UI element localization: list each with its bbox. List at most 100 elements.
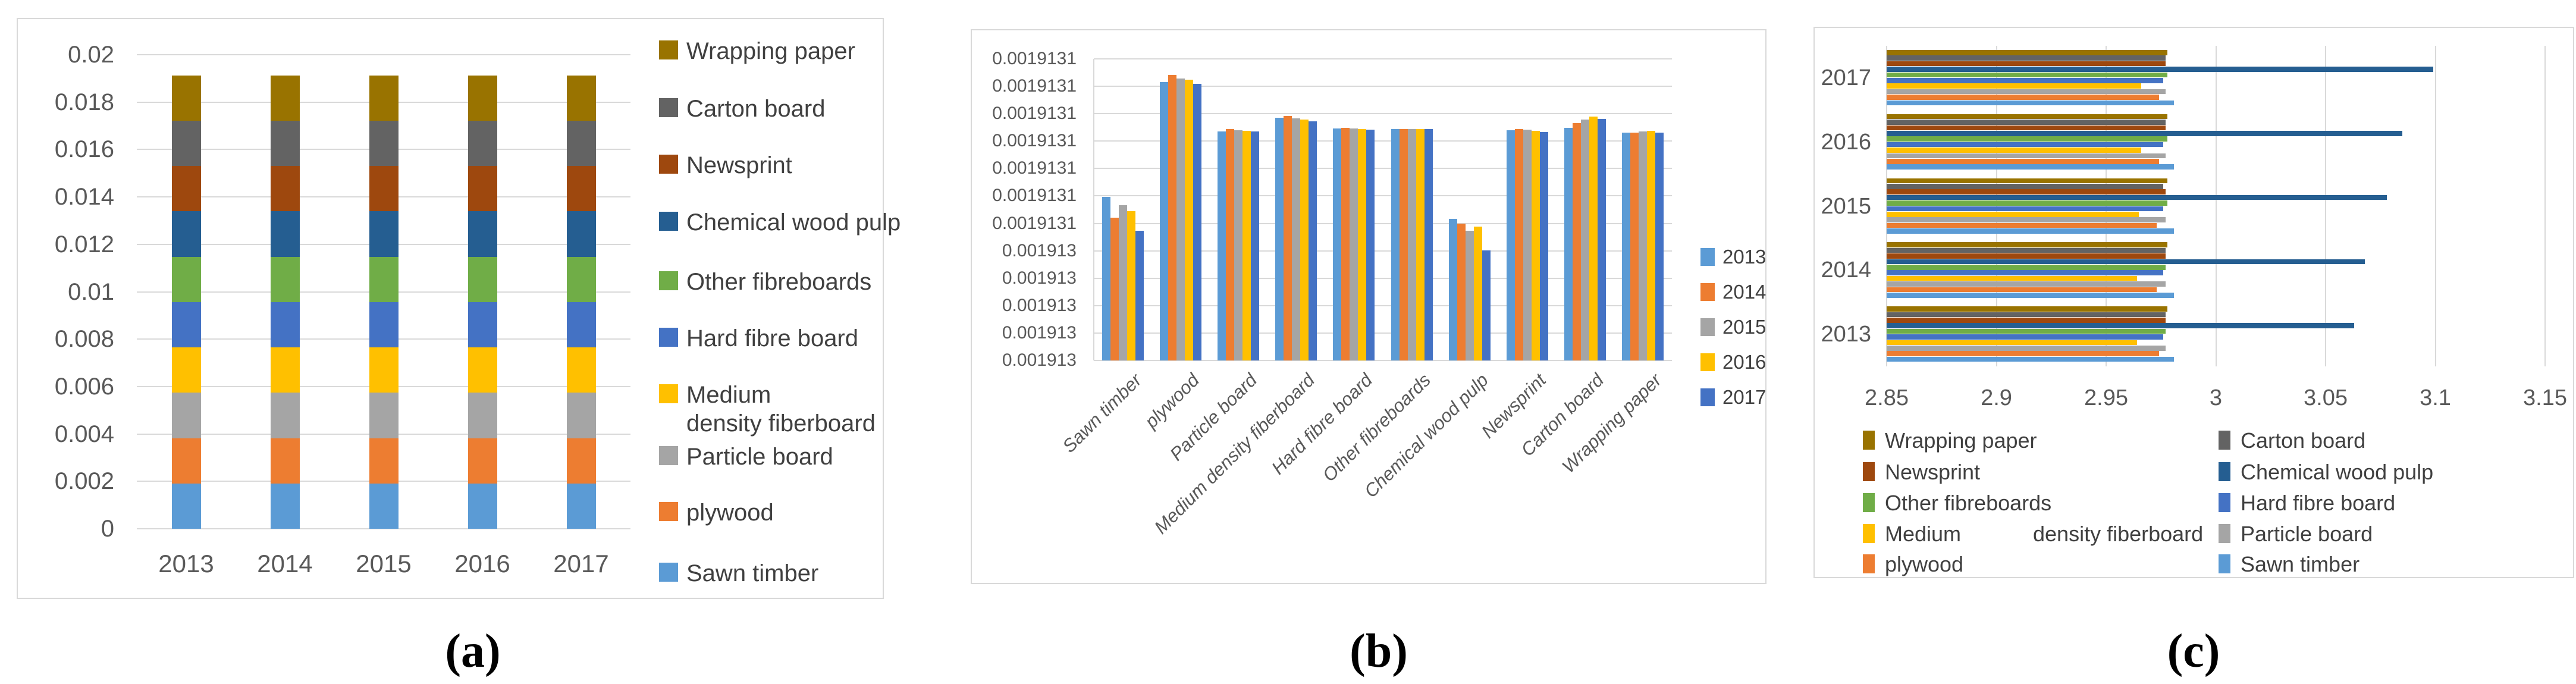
y-axis-year-label: 2017 <box>1821 65 1871 90</box>
panel-b-grouped-bar-chart: 0.0019131 0.0019131 0.0019131 0.0019131 0.00… <box>971 29 1767 584</box>
grouped-bar <box>1581 120 1590 360</box>
legend-item-label: plywood <box>686 500 774 526</box>
grouped-bar <box>1275 117 1284 360</box>
stacked-bar-segment <box>369 302 399 348</box>
legend-item-label: Hard fibre board <box>686 325 859 352</box>
grouped-bar <box>1366 129 1375 360</box>
legend-swatch <box>1863 524 1875 543</box>
horizontal-bar <box>1887 178 2168 184</box>
grouped-bar <box>1300 119 1309 360</box>
grouped-bar <box>1193 84 1201 360</box>
legend-item-label-line: density fiberboard <box>686 410 876 437</box>
grouped-bar <box>1589 117 1598 360</box>
legend-item-label: plywood <box>1885 552 1964 576</box>
y-axis-tick-label: 0.0019131 <box>992 158 1077 178</box>
grouped-bar <box>1176 78 1185 360</box>
grouped-bar <box>1424 129 1433 360</box>
stacked-bar-segment <box>171 120 201 167</box>
gridline <box>2434 46 2436 366</box>
horizontal-bar <box>1887 130 2403 136</box>
stacked-bar-segment <box>467 211 497 257</box>
legend-item-label: Other fibreboards <box>1885 491 2052 515</box>
legend-swatch <box>659 98 678 117</box>
horizontal-bar <box>1887 164 2175 170</box>
stacked-bar-segment <box>171 75 201 121</box>
legend-swatch <box>659 502 678 521</box>
legend-item-label: Chemical wood pulp <box>2241 460 2434 484</box>
panel-c-horizontal-bar-chart: 2.85 2.9 2.95 3 3.05 3.1 3.15 2017 2016 2015 2014 2… <box>1813 27 2574 578</box>
legend-item-label: density fiberboard <box>2033 522 2204 546</box>
legend-item-label: Chemical wood pulp <box>686 209 901 236</box>
y-axis-tick-label: 0.001913 <box>1002 268 1077 288</box>
horizontal-bar <box>1887 55 2166 61</box>
gridline <box>137 528 630 529</box>
legend-item-label: Particle board <box>686 444 833 470</box>
legend-swatch <box>2219 462 2230 481</box>
x-axis-category-label: 2016 <box>454 550 510 578</box>
legend-item-label: Sawn timber <box>686 560 819 586</box>
x-axis-tick-label: 3.1 <box>2420 385 2451 410</box>
grouped-bar <box>1630 133 1639 360</box>
stacked-bar-segment <box>467 347 497 393</box>
x-axis-tick-label: 2.9 <box>1981 385 2012 410</box>
grouped-bar <box>1598 119 1607 360</box>
legend-item-label: 2017 <box>1722 386 1767 408</box>
grouped-bar <box>1242 130 1251 360</box>
horizontal-bar <box>1887 114 2168 120</box>
horizontal-bar <box>1887 194 2387 200</box>
stacked-bar-segment <box>369 166 399 212</box>
grouped-bar <box>1622 132 1631 360</box>
y-axis-tick-label: 0.0019131 <box>992 186 1077 206</box>
y-axis-tick-label: 0.001913 <box>1002 350 1077 370</box>
grouped-bar <box>1184 80 1193 360</box>
legend-swatch <box>659 40 678 59</box>
stacked-bar-segment <box>467 483 497 529</box>
stacked-bar-segment <box>171 438 201 484</box>
grouped-bar <box>1350 128 1358 360</box>
grouped-bar <box>1532 130 1540 360</box>
horizontal-bar <box>1887 153 2166 159</box>
y-axis-year-label: 2013 <box>1821 322 1871 347</box>
legend-item-label: 2014 <box>1722 281 1767 303</box>
x-axis-tick-label: 3.05 <box>2304 385 2348 410</box>
y-axis-year-label: 2016 <box>1821 129 1871 155</box>
stacked-bar-segment <box>270 302 300 348</box>
legend-swatch <box>1863 493 1875 512</box>
stacked-bar-segment <box>369 393 399 438</box>
legend-swatch <box>1700 353 1715 371</box>
grouped-bar <box>1127 211 1135 360</box>
stacked-bar-segment <box>369 483 399 529</box>
horizontal-bar <box>1887 287 2157 293</box>
grouped-bar <box>1457 224 1466 360</box>
y-axis-year-label: 2014 <box>1821 258 1871 283</box>
x-axis-tick-label: 2.85 <box>1865 385 1909 410</box>
grouped-bar <box>1523 130 1532 360</box>
y-axis-tick-label: 0.014 <box>54 184 114 211</box>
grouped-bar <box>1655 132 1664 360</box>
y-axis-tick-label: 0.0019131 <box>992 76 1077 96</box>
stacked-bar-segment <box>369 256 399 302</box>
horizontal-bar <box>1887 264 2166 270</box>
gridline <box>1094 305 1672 306</box>
stacked-bar-segment <box>270 166 300 212</box>
horizontal-bar <box>1887 247 2166 253</box>
x-axis-tick-label: 3.15 <box>2523 385 2567 410</box>
horizontal-bar <box>1887 89 2166 95</box>
legend-swatch <box>659 446 678 465</box>
horizontal-bar <box>1887 228 2175 234</box>
stacked-bar-segment <box>171 256 201 302</box>
horizontal-bar <box>1887 61 2166 67</box>
horizontal-bar <box>1887 292 2175 298</box>
stacked-bar-segment <box>566 302 596 348</box>
stacked-bar-segment <box>171 347 201 393</box>
y-axis-tick-label: 0.0019131 <box>992 49 1077 68</box>
horizontal-bar <box>1887 95 2159 100</box>
gridline <box>1094 113 1672 115</box>
stacked-bar-segment <box>270 256 300 302</box>
legend-swatch <box>2219 524 2230 543</box>
legend-item-label: 2015 <box>1722 316 1767 338</box>
grouped-bar <box>1333 128 1342 360</box>
grouped-bar <box>1159 81 1168 360</box>
horizontal-bar <box>1887 270 2163 276</box>
y-axis-tick-label: 0.008 <box>54 326 114 353</box>
